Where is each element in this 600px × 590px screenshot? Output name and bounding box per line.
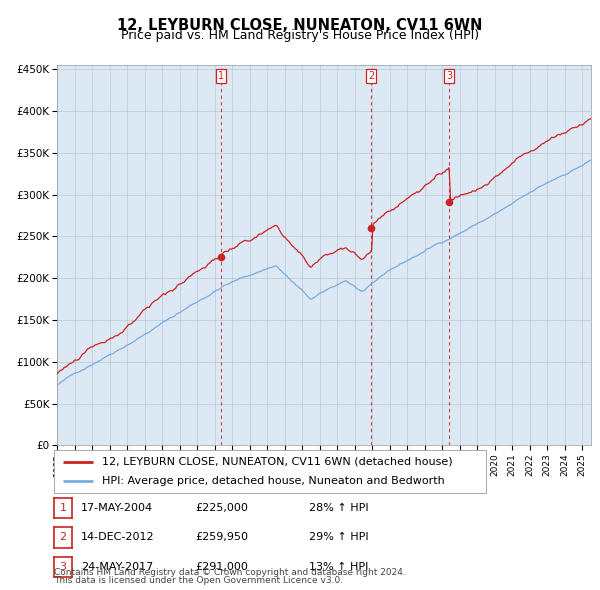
Text: 12, LEYBURN CLOSE, NUNEATON, CV11 6WN: 12, LEYBURN CLOSE, NUNEATON, CV11 6WN — [118, 18, 482, 32]
Text: 14-DEC-2012: 14-DEC-2012 — [81, 533, 155, 542]
Text: 13% ↑ HPI: 13% ↑ HPI — [309, 562, 368, 572]
Text: 1: 1 — [59, 503, 67, 513]
Text: Contains HM Land Registry data © Crown copyright and database right 2024.: Contains HM Land Registry data © Crown c… — [54, 568, 406, 577]
Text: £225,000: £225,000 — [195, 503, 248, 513]
Text: 28% ↑ HPI: 28% ↑ HPI — [309, 503, 368, 513]
Text: 29% ↑ HPI: 29% ↑ HPI — [309, 533, 368, 542]
Text: 1: 1 — [218, 71, 224, 81]
Text: 24-MAY-2017: 24-MAY-2017 — [81, 562, 153, 572]
Text: This data is licensed under the Open Government Licence v3.0.: This data is licensed under the Open Gov… — [54, 576, 343, 585]
Text: Price paid vs. HM Land Registry's House Price Index (HPI): Price paid vs. HM Land Registry's House … — [121, 30, 479, 42]
Text: £259,950: £259,950 — [195, 533, 248, 542]
Text: 2: 2 — [368, 71, 374, 81]
Text: 2: 2 — [59, 533, 67, 542]
Text: 12, LEYBURN CLOSE, NUNEATON, CV11 6WN (detached house): 12, LEYBURN CLOSE, NUNEATON, CV11 6WN (d… — [101, 457, 452, 467]
Text: 3: 3 — [446, 71, 452, 81]
Text: 3: 3 — [59, 562, 67, 572]
Text: HPI: Average price, detached house, Nuneaton and Bedworth: HPI: Average price, detached house, Nune… — [101, 476, 444, 486]
Text: £291,000: £291,000 — [195, 562, 248, 572]
Text: 17-MAY-2004: 17-MAY-2004 — [81, 503, 153, 513]
